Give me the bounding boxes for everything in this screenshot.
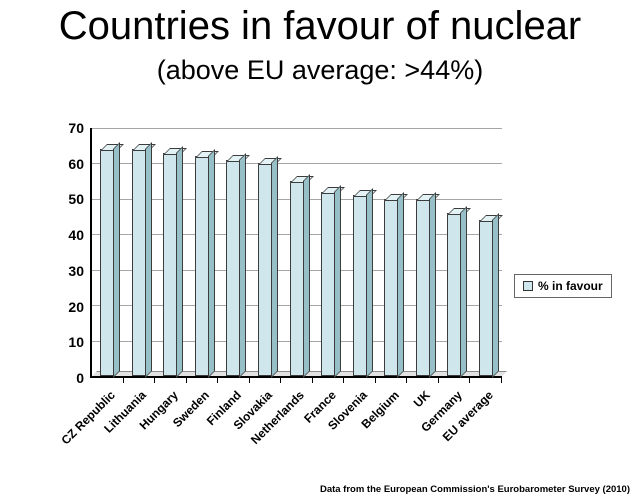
y-tick-label: 30 bbox=[68, 262, 84, 279]
bar-slovakia bbox=[257, 163, 273, 376]
bar-cz-republic bbox=[100, 149, 116, 376]
legend-swatch bbox=[523, 281, 533, 291]
y-tick-label: 40 bbox=[68, 227, 84, 244]
x-tick-mark bbox=[122, 378, 124, 383]
gridline bbox=[92, 128, 502, 129]
bar-sweden bbox=[194, 156, 210, 376]
bar-germany bbox=[447, 213, 463, 376]
source-note: Data from the European Commission's Euro… bbox=[319, 484, 630, 495]
legend-label: % in favour bbox=[538, 279, 603, 293]
x-axis-labels: CZ Republic Lithuania Hungary Sweden Finland… bbox=[58, 380, 502, 468]
legend: % in favour bbox=[514, 274, 612, 298]
slide-subtitle: (above EU average: >44%) bbox=[156, 55, 484, 85]
x-tick-mark bbox=[343, 378, 345, 383]
x-tick-mark bbox=[501, 378, 502, 383]
x-tick-mark bbox=[469, 378, 471, 383]
y-tick-label: 50 bbox=[68, 191, 84, 208]
bar-lithuania bbox=[131, 149, 147, 376]
x-tick-mark bbox=[280, 378, 282, 383]
y-tick-label: 0 bbox=[76, 370, 84, 386]
bar-hungary bbox=[163, 152, 179, 376]
bar-finland bbox=[226, 159, 242, 376]
x-tick-mark bbox=[154, 378, 156, 383]
y-tick-label: 70 bbox=[68, 120, 84, 136]
bar-belgium bbox=[384, 198, 400, 376]
y-axis: 0 10 20 30 40 50 60 70 bbox=[38, 120, 84, 386]
x-tick-mark bbox=[437, 378, 439, 383]
x-tick-mark bbox=[185, 378, 187, 383]
bar-eu-average bbox=[478, 220, 494, 376]
bar-uk bbox=[415, 198, 431, 376]
plot-area bbox=[90, 128, 507, 383]
bar-netherlands bbox=[289, 181, 305, 376]
slide-title: Countries in favour of nuclear bbox=[58, 4, 582, 48]
gridline bbox=[92, 163, 502, 165]
bar-slovenia bbox=[352, 195, 368, 376]
bar-france bbox=[321, 191, 337, 376]
x-tick-mark bbox=[217, 378, 219, 383]
y-tick-label: 10 bbox=[68, 334, 84, 351]
y-tick-label: 60 bbox=[68, 155, 84, 172]
x-tick-mark bbox=[311, 378, 313, 383]
x-tick-mark bbox=[406, 378, 408, 383]
x-tick-mark bbox=[374, 378, 376, 383]
x-tick-mark bbox=[248, 378, 250, 383]
y-tick-label: 20 bbox=[68, 298, 84, 315]
